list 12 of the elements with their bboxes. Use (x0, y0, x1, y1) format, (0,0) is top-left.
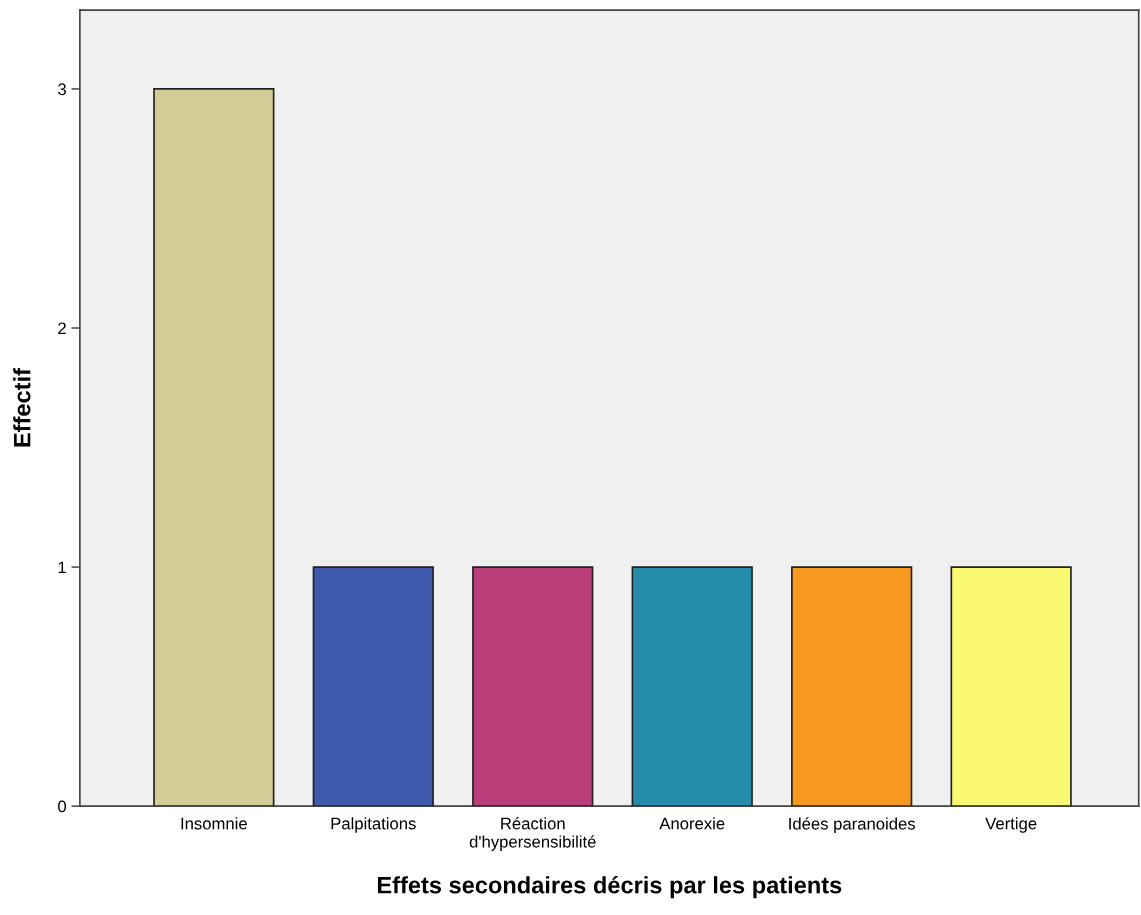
x-tick-label: Palpitations (331, 817, 416, 833)
x-tick-label: Idées paranoides (789, 817, 916, 833)
x-tick-label: Insomnie (181, 817, 247, 830)
y-tick-label: 0 (58, 800, 67, 813)
y-tick-label: 1 (58, 561, 66, 574)
y-axis-title: Effectif (13, 368, 31, 447)
x-tick-label: Vertige (985, 817, 1037, 833)
y-tick-label: 3 (58, 83, 66, 96)
y-tick-label: 2 (58, 322, 66, 335)
x-tick-label: Réaction d'hypersensibilité (469, 817, 596, 851)
x-tick-label: Anorexie (659, 817, 725, 830)
x-axis-title: Effets secondaires décris par les patients (377, 875, 842, 899)
